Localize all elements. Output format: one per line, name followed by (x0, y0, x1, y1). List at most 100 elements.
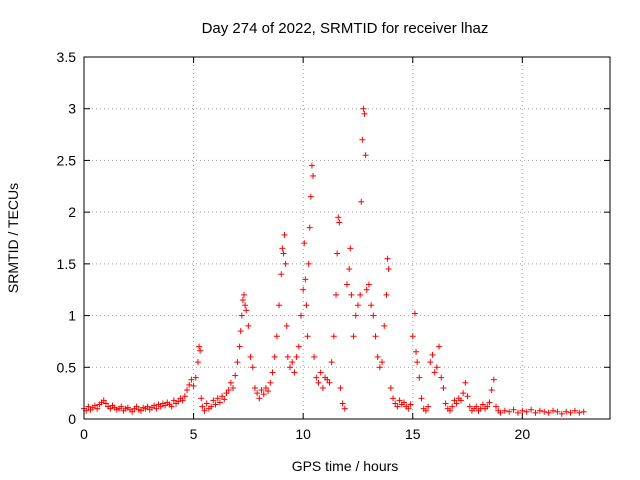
data-point (558, 410, 565, 417)
data-point (203, 400, 210, 407)
data-point (297, 312, 304, 319)
data-point (348, 291, 355, 298)
data-point (190, 382, 197, 389)
data-point (186, 381, 193, 388)
data-point (514, 409, 521, 416)
data-point (335, 214, 342, 221)
data-point (291, 369, 298, 376)
data-point (305, 260, 312, 267)
data-point (227, 379, 234, 386)
data-point (447, 407, 454, 414)
data-point (379, 359, 386, 366)
data-point (94, 405, 101, 412)
data-point (236, 343, 243, 350)
data-point (449, 403, 456, 410)
x-tick-label: 15 (405, 426, 421, 442)
data-point (392, 400, 399, 407)
y-tick-labels: 0 0.5 1 1.5 2 2.5 3 3.5 (57, 49, 77, 427)
data-point (405, 405, 412, 412)
data-point (453, 400, 460, 407)
data-point (473, 403, 480, 410)
data-point (341, 405, 348, 412)
data-point (223, 390, 230, 397)
data-point (336, 219, 343, 226)
data-point (219, 393, 226, 400)
data-point (306, 224, 313, 231)
data-point (102, 400, 109, 407)
data-point (214, 395, 221, 402)
data-point (239, 297, 246, 304)
data-point (425, 403, 432, 410)
y-tick-label: 3.5 (57, 49, 77, 65)
data-point (198, 395, 205, 402)
data-point (422, 407, 429, 414)
data-point (221, 396, 228, 403)
data-point (295, 343, 302, 350)
data-point (199, 403, 206, 410)
y-axis-label: SRMTID / TECUs (5, 183, 21, 293)
data-point (317, 369, 324, 376)
data-point (370, 312, 377, 319)
data-point (289, 359, 296, 366)
data-point (225, 387, 232, 394)
data-point (307, 193, 314, 200)
data-point (262, 384, 269, 391)
data-point (346, 266, 353, 273)
data-point (451, 397, 458, 404)
data-point (151, 402, 158, 409)
data-point (385, 266, 392, 273)
data-point (137, 407, 144, 414)
data-point (554, 408, 561, 415)
data-point (381, 322, 388, 329)
data-point (414, 359, 421, 366)
data-point (237, 328, 244, 335)
data-points (81, 105, 587, 417)
data-point (240, 291, 247, 298)
data-point (179, 397, 186, 404)
data-point (460, 390, 467, 397)
data-point (464, 393, 471, 400)
data-point (311, 353, 318, 360)
data-point (269, 369, 276, 376)
data-point (580, 408, 587, 415)
data-point (334, 250, 341, 257)
data-point (490, 376, 497, 383)
data-point (184, 387, 191, 394)
data-point (374, 353, 381, 360)
data-point (308, 162, 315, 169)
data-point (315, 379, 322, 386)
data-point (278, 271, 285, 278)
axis-ticks (83, 56, 610, 420)
data-point (212, 401, 219, 408)
data-point (396, 397, 403, 404)
data-point (242, 302, 249, 309)
data-point (361, 110, 368, 117)
data-point (413, 348, 420, 355)
data-point (352, 312, 359, 319)
data-point (170, 397, 177, 404)
data-point (118, 403, 125, 410)
data-point (390, 395, 397, 402)
data-point (91, 402, 98, 409)
data-point (85, 403, 92, 410)
data-point (254, 390, 261, 397)
data-point (133, 403, 140, 410)
data-point (493, 403, 500, 410)
plot-frame (83, 56, 611, 420)
data-point (411, 310, 418, 317)
data-point (260, 391, 267, 398)
data-point (107, 405, 114, 412)
data-point (234, 359, 241, 366)
data-point (162, 402, 169, 409)
data-point (354, 302, 361, 309)
grid-lines (84, 57, 610, 419)
data-point (462, 379, 469, 386)
data-point (528, 406, 535, 413)
y-tick-label: 2 (68, 204, 76, 220)
data-point (431, 369, 438, 376)
data-point (359, 136, 366, 143)
data-point (196, 343, 203, 350)
data-point (576, 409, 583, 416)
data-point (400, 399, 407, 406)
data-point (429, 351, 436, 358)
